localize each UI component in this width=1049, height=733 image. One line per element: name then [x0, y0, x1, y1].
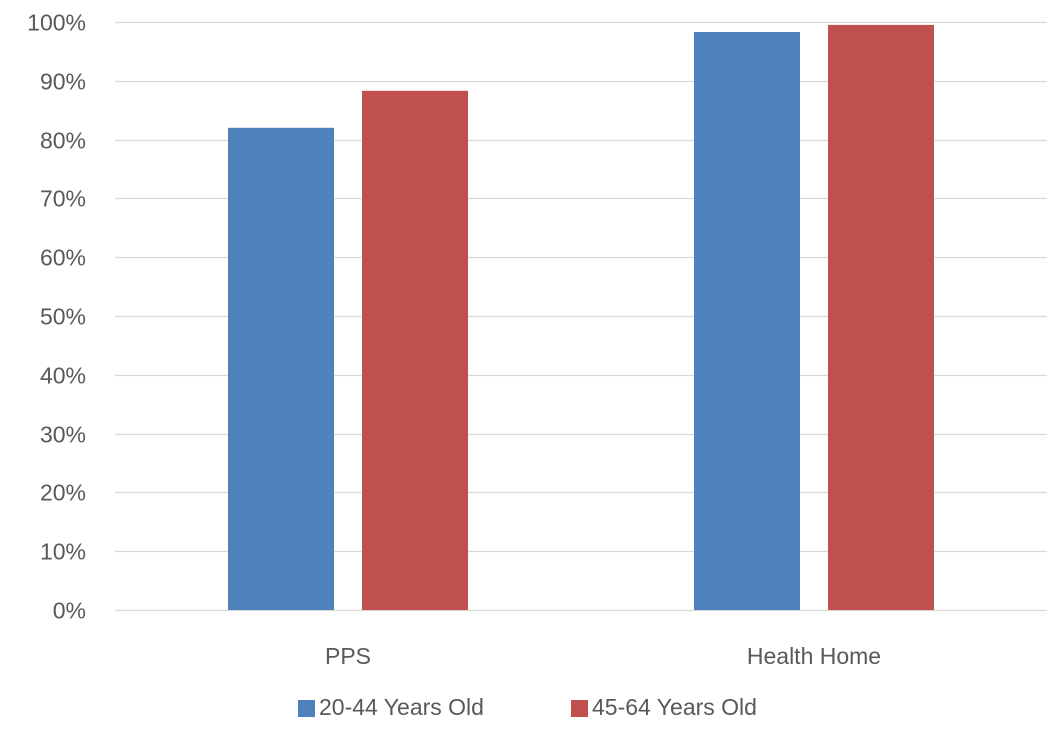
legend-swatch [571, 700, 588, 717]
x-category-label: Health Home [747, 643, 881, 669]
legend-item: 45-64 Years Old [571, 694, 757, 720]
y-tick-label: 50% [40, 304, 86, 330]
bar [228, 127, 334, 611]
legend-label: 45-64 Years Old [592, 694, 757, 720]
y-tick-label: 90% [40, 69, 86, 95]
y-tick-label: 60% [40, 245, 86, 271]
x-axis-category-labels: PPS Health Home [325, 643, 881, 669]
y-tick-label: 0% [53, 598, 86, 624]
y-tick-label: 70% [40, 186, 86, 212]
y-tick-label: 80% [40, 128, 86, 154]
y-axis-tick-labels: 0% 10% 20% 30% 40% 50% 60% 70% 80% 90% 100% [27, 10, 86, 624]
legend-label: 20-44 Years Old [319, 694, 484, 720]
legend-swatch [298, 700, 315, 717]
bar [694, 32, 800, 610]
y-tick-label: 20% [40, 480, 86, 506]
bar [828, 24, 934, 610]
bar [362, 90, 468, 611]
x-category-label: PPS [325, 643, 371, 669]
bars [228, 24, 934, 611]
legend: 20-44 Years Old 45-64 Years Old [298, 694, 757, 720]
legend-item: 20-44 Years Old [298, 694, 484, 720]
y-tick-label: 40% [40, 363, 86, 389]
y-tick-label: 10% [40, 539, 86, 565]
y-tick-label: 30% [40, 422, 86, 448]
y-tick-label: 100% [27, 10, 86, 36]
